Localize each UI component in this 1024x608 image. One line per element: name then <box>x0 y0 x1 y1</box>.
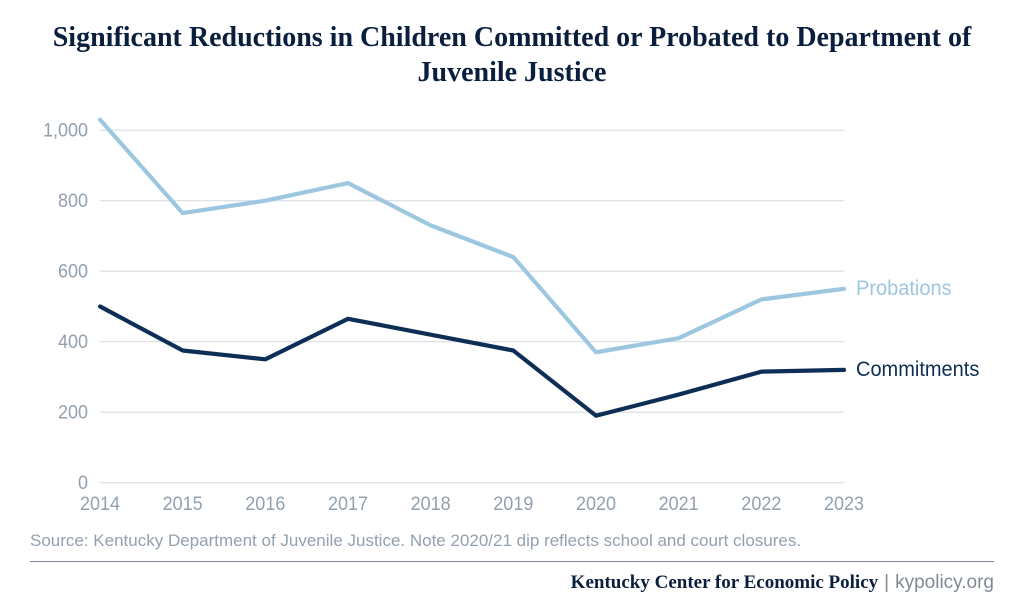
ytick-label: 400 <box>58 331 88 353</box>
series-label-probations: Probations <box>856 277 952 301</box>
ytick-label: 1,000 <box>43 119 88 141</box>
ytick-label: 800 <box>58 190 88 212</box>
xtick-label: 2020 <box>576 493 616 515</box>
xtick-label: 2023 <box>824 493 864 515</box>
xtick-label: 2014 <box>80 493 120 515</box>
line-chart-svg: 0 200 400 600 800 1,000 2014 2015 2016 2017 2018 20… <box>30 102 994 525</box>
footer: Kentucky Center for Economic Policy | ky… <box>30 561 994 608</box>
xtick-label: 2017 <box>328 493 368 515</box>
series-label-commitments: Commitments <box>856 358 979 382</box>
series-line-probations <box>100 120 844 353</box>
chart-title: Significant Reductions in Children Commi… <box>30 20 994 90</box>
chart-container: Significant Reductions in Children Commi… <box>0 0 1024 608</box>
series-line-commitments <box>100 306 844 415</box>
ytick-label: 0 <box>78 472 88 494</box>
footer-org: Kentucky Center for Economic Policy <box>571 572 878 594</box>
xtick-label: 2018 <box>411 493 451 515</box>
xtick-label: 2021 <box>659 493 699 515</box>
footer-separator: | <box>884 572 889 594</box>
xtick-label: 2016 <box>245 493 285 515</box>
source-note: Source: Kentucky Department of Juvenile … <box>30 531 994 551</box>
chart-area: 0 200 400 600 800 1,000 2014 2015 2016 2017 2018 20… <box>30 102 994 525</box>
footer-url: kypolicy.org <box>895 572 994 594</box>
ytick-label: 600 <box>58 260 88 282</box>
xtick-label: 2019 <box>493 493 533 515</box>
ytick-label: 200 <box>58 401 88 423</box>
xtick-label: 2022 <box>741 493 781 515</box>
xtick-label: 2015 <box>163 493 203 515</box>
